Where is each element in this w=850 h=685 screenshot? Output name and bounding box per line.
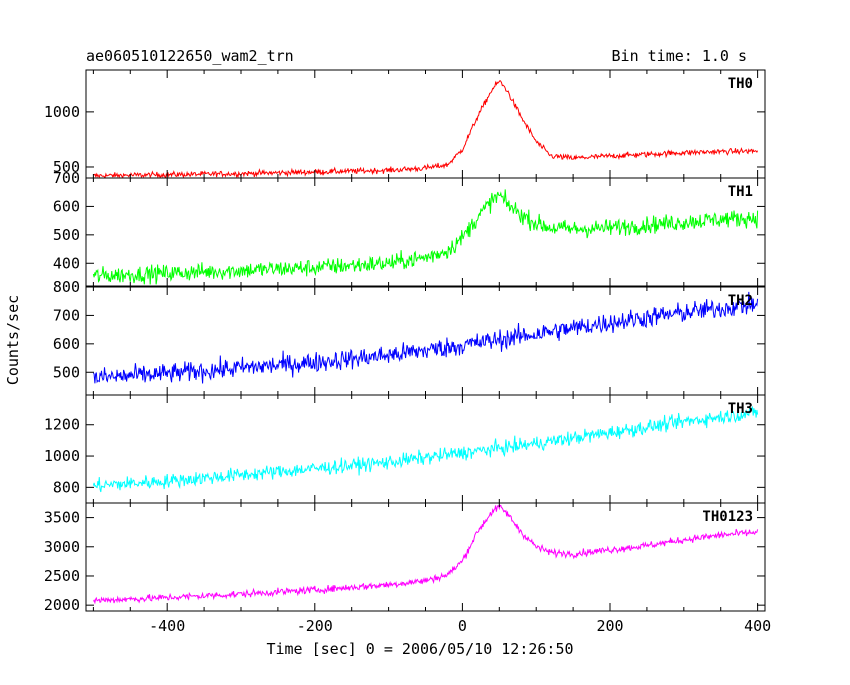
y-tick-label: 500 xyxy=(53,363,80,381)
series-th1-line xyxy=(92,189,759,285)
panels-layer: TH0 500 1000 TH1 400 500 600 700 TH2 500 600 700 800… xyxy=(44,69,771,635)
panel-label-th0: TH0 xyxy=(728,76,753,92)
y-tick-label: 600 xyxy=(53,197,80,215)
y-tick-label: 3500 xyxy=(44,509,80,527)
y-tick-label: 1000 xyxy=(44,103,80,121)
panel-frame xyxy=(85,394,766,504)
panel-th3: TH3 800 1000 1200 xyxy=(44,394,766,504)
panel-label-th2: TH2 xyxy=(728,293,753,309)
y-tick-label: 600 xyxy=(53,335,80,353)
y-axis-label: Counts/sec xyxy=(4,295,22,385)
series-th0-line xyxy=(93,79,759,179)
panel-frame xyxy=(85,177,766,287)
series-th3-line xyxy=(92,405,759,493)
y-tick-label: 2000 xyxy=(44,596,80,614)
y-tick-label: 400 xyxy=(53,254,80,272)
y-tick-label: 700 xyxy=(53,169,80,187)
panel-frame xyxy=(85,286,766,396)
panel-frame xyxy=(85,502,766,612)
x-tick-label: 400 xyxy=(744,617,771,635)
panel-th0123: TH0123 2000 2500 3000 3500 -400 -200 0 200 400 xyxy=(44,502,771,635)
y-tick-label: 1000 xyxy=(44,447,80,465)
y-tick-label: 500 xyxy=(53,226,80,244)
panel-label-th0123: TH0123 xyxy=(702,509,753,525)
x-axis-label: Time [sec] 0 = 2006/05/10 12:26:50 xyxy=(266,640,573,658)
x-tick-label: 200 xyxy=(596,617,623,635)
panel-frame xyxy=(85,69,766,179)
panel-label-th3: TH3 xyxy=(728,401,753,417)
panel-label-th1: TH1 xyxy=(728,184,753,200)
y-tick-label: 2500 xyxy=(44,567,80,585)
y-tick-label: 700 xyxy=(53,306,80,324)
x-tick-label: 0 xyxy=(458,617,467,635)
y-tick-label: 500 xyxy=(53,158,80,176)
x-tick-label: -400 xyxy=(149,617,185,635)
series-th0123-line xyxy=(92,504,759,605)
chart-title: ae060510122650_wam2_trn xyxy=(86,47,294,65)
y-tick-label: 1200 xyxy=(44,416,80,434)
series-th2-line xyxy=(92,291,759,384)
y-tick-label: 3000 xyxy=(44,538,80,556)
x-tick-label: -200 xyxy=(297,617,333,635)
panel-th1: TH1 400 500 600 700 xyxy=(53,169,766,287)
bin-time-label: Bin time: 1.0 s xyxy=(612,47,747,65)
y-tick-label: 800 xyxy=(53,278,80,296)
panel-th2: TH2 500 600 700 800 xyxy=(53,278,766,396)
panel-th0: TH0 500 1000 xyxy=(44,69,766,179)
y-tick-label: 800 xyxy=(53,478,80,496)
